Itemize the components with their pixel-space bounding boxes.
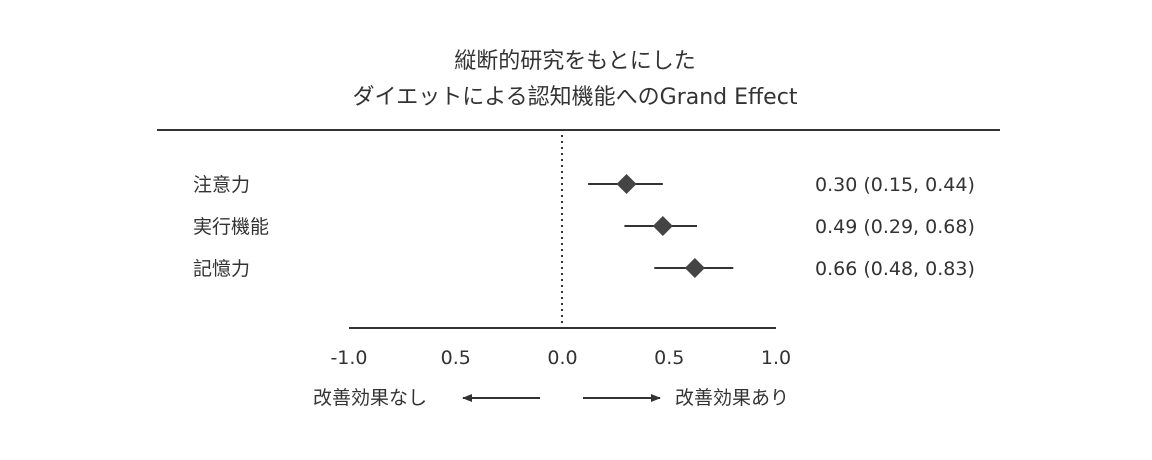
- x-tick-label: -1.0: [330, 347, 367, 369]
- x-tick-label: 0.0: [547, 347, 577, 369]
- chart-title-line-1: 縦断的研究をもとにした: [454, 49, 696, 74]
- x-tick-label: 1.0: [761, 347, 791, 369]
- chart-title-line-2: ダイエットによる認知機能へのGrand Effect: [353, 85, 798, 110]
- row-label: 実行機能: [193, 216, 269, 238]
- direction-label-right: 改善効果あり: [675, 387, 789, 409]
- row-label: 注意力: [193, 174, 250, 196]
- estimate-marker: [616, 174, 637, 194]
- direction-label-left: 改善効果なし: [313, 387, 427, 409]
- ci-value-label: 0.30 (0.15, 0.44): [815, 174, 975, 196]
- row-label: 記憶力: [193, 258, 250, 280]
- ci-value-label: 0.49 (0.29, 0.68): [815, 216, 975, 238]
- ci-value-label: 0.66 (0.48, 0.83): [815, 258, 975, 280]
- estimate-marker: [684, 258, 705, 278]
- x-tick-label: 0.5: [654, 347, 684, 369]
- x-axis-ticks: -1.0 0.5 0.0 0.5 1.0: [330, 347, 791, 369]
- rows-layer: 注意力 0.30 (0.15, 0.44) 実行機能 0.49 (0.29, 0.68…: [193, 174, 975, 280]
- estimate-marker: [652, 216, 673, 236]
- x-tick-label: 0.5: [441, 347, 471, 369]
